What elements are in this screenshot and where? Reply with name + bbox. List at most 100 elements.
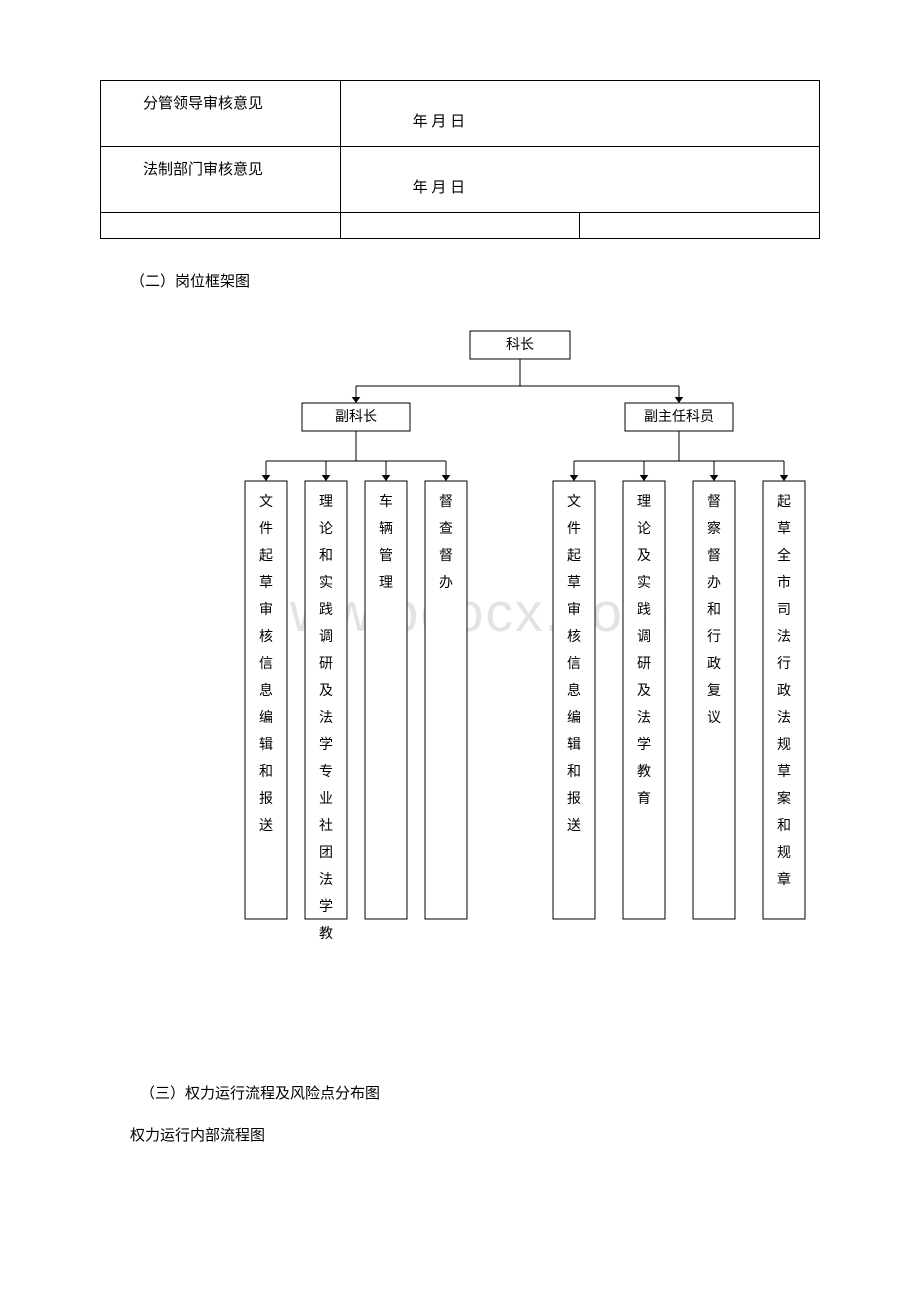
svg-text:送: 送 xyxy=(567,818,581,834)
svg-text:实: 实 xyxy=(637,575,651,591)
svg-text:办: 办 xyxy=(707,575,721,591)
svg-text:督: 督 xyxy=(707,494,721,510)
svg-text:研: 研 xyxy=(319,657,333,672)
svg-text:科长: 科长 xyxy=(506,337,534,353)
svg-text:法: 法 xyxy=(777,629,791,645)
svg-text:育: 育 xyxy=(637,791,651,807)
svg-text:法: 法 xyxy=(637,710,651,726)
svg-text:草: 草 xyxy=(777,764,791,780)
svg-text:实: 实 xyxy=(319,575,333,591)
svg-text:督: 督 xyxy=(707,548,721,564)
svg-text:信: 信 xyxy=(567,656,581,672)
svg-text:市: 市 xyxy=(777,574,791,591)
svg-text:编: 编 xyxy=(567,710,581,726)
svg-text:编: 编 xyxy=(259,710,273,726)
svg-text:草: 草 xyxy=(567,575,581,591)
section-3-title: （三）权力运行流程及风险点分布图 xyxy=(140,1081,820,1108)
svg-text:全: 全 xyxy=(777,547,791,564)
svg-text:规: 规 xyxy=(777,845,791,861)
svg-text:副主任科员: 副主任科员 xyxy=(644,409,714,425)
svg-text:和: 和 xyxy=(777,818,791,834)
svg-text:起: 起 xyxy=(567,548,581,564)
svg-text:践: 践 xyxy=(637,602,651,618)
svg-text:学: 学 xyxy=(637,737,651,753)
svg-text:法: 法 xyxy=(777,710,791,726)
svg-text:业: 业 xyxy=(319,791,333,807)
svg-text:及: 及 xyxy=(637,548,651,564)
svg-text:信: 信 xyxy=(259,656,273,672)
svg-text:司: 司 xyxy=(777,603,791,618)
svg-text:案: 案 xyxy=(777,790,791,807)
footer-cell-2 xyxy=(340,213,580,239)
svg-text:议: 议 xyxy=(707,710,721,726)
svg-text:草: 草 xyxy=(777,521,791,537)
svg-text:报: 报 xyxy=(567,791,581,807)
svg-text:复: 复 xyxy=(707,682,721,699)
svg-text:及: 及 xyxy=(319,683,333,699)
svg-text:件: 件 xyxy=(259,521,273,537)
row1-label: 分管领导审核意见 xyxy=(101,81,341,147)
svg-text:督: 督 xyxy=(439,548,453,564)
svg-text:及: 及 xyxy=(637,683,651,699)
svg-text:察: 察 xyxy=(707,520,721,537)
svg-text:章: 章 xyxy=(777,871,791,888)
row2-date: 年 月 日 xyxy=(340,147,819,213)
svg-text:研: 研 xyxy=(637,657,651,672)
row1-date: 年 月 日 xyxy=(340,81,819,147)
svg-text:息: 息 xyxy=(567,682,581,699)
svg-text:学: 学 xyxy=(319,737,333,753)
svg-text:管: 管 xyxy=(379,548,393,564)
svg-text:副科长: 副科长 xyxy=(335,409,377,425)
svg-text:辑: 辑 xyxy=(567,737,581,753)
svg-text:理: 理 xyxy=(319,495,333,510)
svg-text:文: 文 xyxy=(259,494,273,510)
svg-text:规: 规 xyxy=(777,737,791,753)
svg-text:辆: 辆 xyxy=(379,521,393,537)
svg-text:法: 法 xyxy=(319,872,333,888)
svg-text:社: 社 xyxy=(319,818,333,834)
svg-text:专: 专 xyxy=(319,764,333,780)
org-chart-svg: 科长副科长副主任科员文件起草审核信息编辑和报送理论和实践调研及法学专业社团法学教… xyxy=(180,311,860,941)
approval-table: 分管领导审核意见 年 月 日 法制部门审核意见 年 月 日 xyxy=(100,80,820,239)
svg-text:督: 督 xyxy=(439,494,453,510)
org-chart: 科长副科长副主任科员文件起草审核信息编辑和报送理论和实践调研及法学专业社团法学教… xyxy=(100,311,820,941)
svg-text:送: 送 xyxy=(259,818,273,834)
svg-text:报: 报 xyxy=(259,791,273,807)
svg-text:辑: 辑 xyxy=(259,737,273,753)
svg-text:息: 息 xyxy=(259,682,273,699)
svg-text:和: 和 xyxy=(319,548,333,564)
svg-text:和: 和 xyxy=(567,764,581,780)
svg-text:调: 调 xyxy=(319,629,333,645)
svg-text:行: 行 xyxy=(707,629,721,645)
svg-text:调: 调 xyxy=(637,629,651,645)
svg-text:件: 件 xyxy=(567,521,581,537)
row2-label: 法制部门审核意见 xyxy=(101,147,341,213)
svg-text:和: 和 xyxy=(259,764,273,780)
svg-text:法: 法 xyxy=(319,710,333,726)
svg-text:团: 团 xyxy=(319,846,333,861)
svg-text:学: 学 xyxy=(319,899,333,915)
svg-text:理: 理 xyxy=(379,576,393,591)
footer-cell-3 xyxy=(580,213,820,239)
svg-text:查: 查 xyxy=(439,521,453,537)
svg-text:起: 起 xyxy=(259,548,273,564)
svg-text:文: 文 xyxy=(567,494,581,510)
svg-text:政: 政 xyxy=(777,683,791,699)
svg-text:草: 草 xyxy=(259,575,273,591)
svg-text:和: 和 xyxy=(707,602,721,618)
svg-text:起: 起 xyxy=(777,494,791,510)
svg-text:行: 行 xyxy=(777,656,791,672)
svg-text:教: 教 xyxy=(319,926,333,941)
svg-text:审: 审 xyxy=(567,602,581,618)
svg-text:车: 车 xyxy=(379,493,393,510)
svg-text:论: 论 xyxy=(319,521,333,537)
svg-text:教: 教 xyxy=(637,764,651,780)
svg-text:审: 审 xyxy=(259,602,273,618)
svg-text:论: 论 xyxy=(637,521,651,537)
svg-text:核: 核 xyxy=(567,629,581,645)
section-3-subtitle: 权力运行内部流程图 xyxy=(130,1123,820,1150)
svg-text:理: 理 xyxy=(637,495,651,510)
svg-text:办: 办 xyxy=(439,575,453,591)
svg-text:政: 政 xyxy=(707,656,721,672)
footer-cell-1 xyxy=(101,213,341,239)
